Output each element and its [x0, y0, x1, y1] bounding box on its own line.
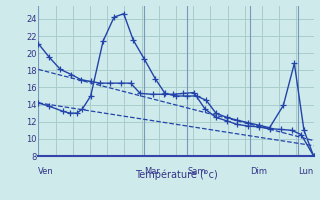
- Text: Sam: Sam: [187, 167, 205, 176]
- Text: Lun: Lun: [299, 167, 314, 176]
- Text: Dim: Dim: [250, 167, 267, 176]
- Text: Ven: Ven: [38, 167, 54, 176]
- X-axis label: Température (°c): Température (°c): [135, 170, 217, 180]
- Text: Mar: Mar: [144, 167, 160, 176]
